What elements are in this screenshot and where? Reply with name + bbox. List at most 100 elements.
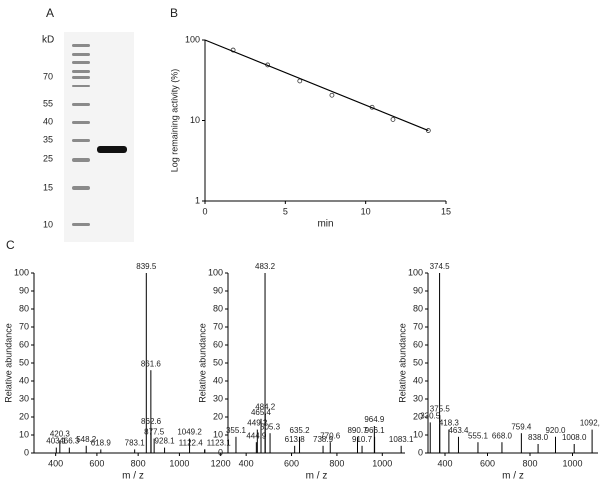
peak-label: 374.5 (430, 262, 451, 271)
y-tick-label: 20 (213, 411, 223, 421)
peak-label: 839.5 (136, 262, 157, 271)
peak-label: 375.5 (430, 404, 451, 413)
y-tick-label: 60 (19, 339, 29, 349)
peak-label: 420.3 (50, 430, 71, 439)
y-tick-label: 60 (213, 339, 223, 349)
peak-label: 618.9 (91, 439, 112, 448)
y-tick-label: 20 (413, 411, 423, 421)
peak-label: 483.2 (255, 262, 276, 271)
y-tick-label: 100 (208, 267, 223, 277)
ladder-label: 55 (43, 98, 53, 108)
x-axis-label: m / z (502, 471, 524, 482)
x-tick-label: 10 (361, 206, 371, 216)
y-tick-label: 80 (19, 303, 29, 313)
x-tick-label: 0 (202, 206, 207, 216)
peak-label: 861.6 (141, 359, 162, 368)
x-axis-label: m / z (122, 471, 144, 482)
x-tick-label: 15 (441, 206, 451, 216)
peak-label: 738.9 (313, 435, 334, 444)
y-tick-label: 40 (213, 375, 223, 385)
x-tick-label: 800 (131, 458, 146, 468)
ladder-label: 70 (43, 71, 53, 81)
panel-label: A (46, 6, 54, 20)
y-tick-label: 70 (19, 321, 29, 331)
y-axis-label: Relative abundance (3, 323, 13, 403)
y-axis-label: Relative abundance (197, 323, 207, 403)
ladder-label: 35 (43, 134, 53, 144)
peak-label: 783.1 (125, 439, 146, 448)
peak-label: 444.9 (246, 431, 267, 440)
y-tick-label: 60 (413, 339, 423, 349)
y-axis-label: Relative abundance (397, 323, 407, 403)
y-tick-label: 0 (24, 447, 29, 457)
y-tick-label: 50 (413, 357, 423, 367)
ladder-label: 40 (43, 116, 53, 126)
x-tick-label: 400 (437, 458, 452, 468)
peak-label: 928.1 (155, 437, 176, 446)
y-tick-label: 100 (185, 34, 200, 44)
peak-label: 355.1 (226, 426, 247, 435)
y-tick-label: 70 (413, 321, 423, 331)
y-tick-label: 70 (213, 321, 223, 331)
peak-label: 465.4 (251, 408, 272, 417)
peak-label: 966.1 (365, 426, 386, 435)
x-tick-label: 400 (239, 458, 254, 468)
ladder-label: 10 (43, 219, 53, 229)
y-tick-label: 50 (19, 357, 29, 367)
x-tick-label: 400 (48, 458, 63, 468)
y-tick-label: 80 (413, 303, 423, 313)
peak-label: 964.9 (364, 415, 385, 424)
peak-label: 1049.2 (177, 428, 202, 437)
y-tick-label: 50 (213, 357, 223, 367)
y-tick-label: 20 (19, 411, 29, 421)
data-point (329, 92, 335, 98)
y-tick-label: 0 (218, 447, 223, 457)
fit-line (204, 39, 429, 132)
peak-label: 862.6 (141, 417, 162, 426)
peak-label: 613.8 (285, 435, 306, 444)
x-tick-label: 1000 (372, 458, 392, 468)
ladder-label: 15 (43, 182, 53, 192)
peak-label: 1092,2 (580, 419, 600, 428)
peak-label: 555.1 (468, 431, 489, 440)
y-tick-label: 40 (413, 375, 423, 385)
y-tick-label: 10 (19, 429, 29, 439)
peak-label: 668.0 (492, 431, 513, 440)
y-tick-label: 40 (19, 375, 29, 385)
peak-label: 418.3 (439, 419, 460, 428)
y-tick-label: 1 (195, 195, 200, 205)
y-tick-label: 10 (213, 429, 223, 439)
peak-label: 877.5 (144, 428, 165, 437)
y-axis-label: Log remaining activity (%) (169, 69, 179, 173)
peak-label: 838.0 (528, 433, 549, 442)
gel (64, 32, 134, 242)
y-tick-label: 10 (413, 429, 423, 439)
x-tick-label: 600 (284, 458, 299, 468)
y-tick-label: 30 (413, 393, 423, 403)
x-tick-label: 1000 (562, 458, 582, 468)
peak-label: 1008.0 (562, 433, 587, 442)
peak-label: 463.4 (448, 426, 469, 435)
peak-label: 484.2 (255, 403, 276, 412)
peak-label: 548.2 (76, 435, 97, 444)
panel-label: B (170, 6, 178, 20)
peak-label: 759.4 (511, 422, 532, 431)
peak-label: 330.5 (420, 412, 441, 421)
ladder-label: 25 (43, 153, 53, 163)
peak-label: 770.6 (320, 431, 341, 440)
peak-label: 1083.1 (389, 435, 414, 444)
peak-label: 910.7 (352, 435, 373, 444)
sample-band (97, 146, 127, 153)
peak-label: 920.0 (545, 426, 566, 435)
y-tick-label: 90 (213, 285, 223, 295)
y-tick-label: 80 (213, 303, 223, 313)
peak-label: 1123.1 (207, 439, 231, 448)
data-point (390, 117, 396, 122)
x-tick-label: 1000 (169, 458, 189, 468)
y-tick-label: 30 (19, 393, 29, 403)
peak-label: 449.2 (247, 419, 268, 428)
x-axis-label: m / z (306, 471, 328, 482)
gel-background (64, 32, 134, 242)
y-tick-label: 10 (190, 115, 200, 125)
